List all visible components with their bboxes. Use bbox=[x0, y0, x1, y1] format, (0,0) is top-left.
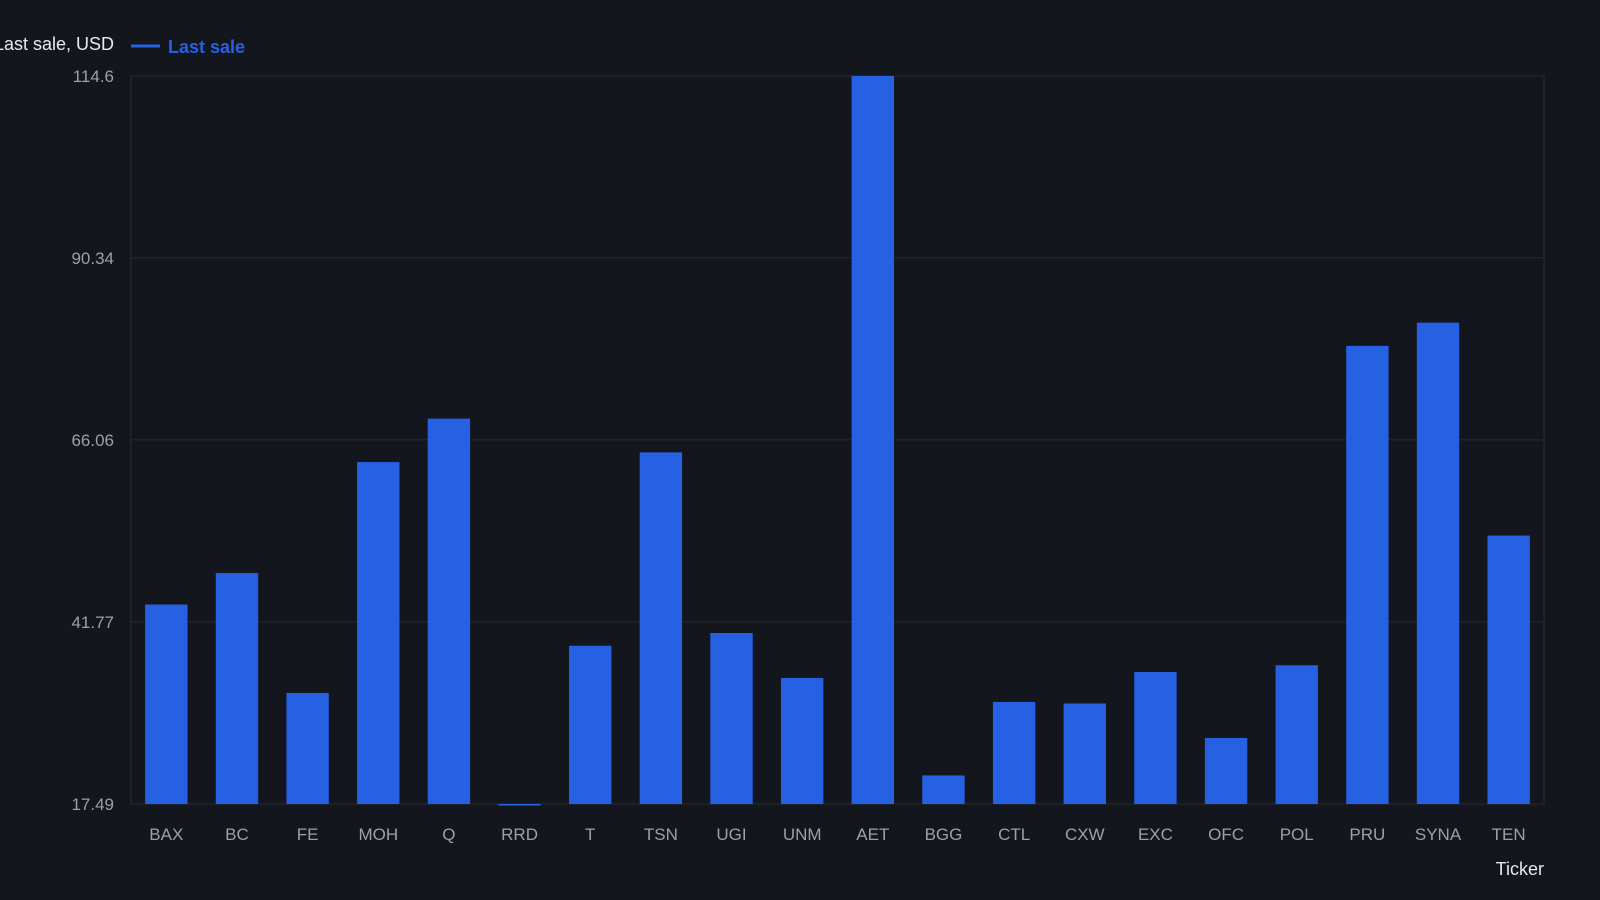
bar-ctl[interactable] bbox=[992, 701, 1036, 804]
bar-syna[interactable] bbox=[1416, 322, 1460, 804]
y-tick-label: 66.06 bbox=[71, 431, 114, 450]
legend-label: Last sale bbox=[168, 37, 245, 57]
bar-ten[interactable] bbox=[1487, 535, 1530, 804]
x-tick-label: T bbox=[585, 825, 595, 844]
x-tick-label: FE bbox=[297, 825, 319, 844]
bar-tsn[interactable] bbox=[639, 452, 683, 804]
x-tick-label: PRU bbox=[1349, 825, 1385, 844]
bar-cxw[interactable] bbox=[1063, 703, 1106, 804]
bar-bgg[interactable] bbox=[922, 775, 965, 804]
bar-bc[interactable] bbox=[215, 573, 259, 804]
x-tick-label: BGG bbox=[925, 825, 963, 844]
bar-q[interactable] bbox=[427, 418, 471, 804]
bar-rrd[interactable] bbox=[498, 804, 541, 806]
y-tick-label: 41.77 bbox=[71, 613, 114, 632]
x-tick-label: MOH bbox=[358, 825, 398, 844]
bar-bax[interactable] bbox=[145, 604, 188, 804]
bar-ugi[interactable] bbox=[710, 633, 753, 804]
x-tick-label: OFC bbox=[1208, 825, 1244, 844]
x-tick-label: EXC bbox=[1138, 825, 1173, 844]
x-tick-label: TSN bbox=[644, 825, 678, 844]
x-tick-label: AET bbox=[856, 825, 889, 844]
bar-unm[interactable] bbox=[780, 677, 824, 804]
bar-t[interactable] bbox=[569, 645, 612, 804]
bars-group bbox=[145, 76, 1530, 806]
bar-moh[interactable] bbox=[357, 462, 400, 804]
x-tick-label: SYNA bbox=[1415, 825, 1462, 844]
x-tick-label: RRD bbox=[501, 825, 538, 844]
y-tick-labels: 17.49 41.77 66.06 90.34 114.6 bbox=[71, 67, 114, 814]
bar-fe[interactable] bbox=[286, 692, 329, 804]
bar-aet[interactable] bbox=[851, 76, 895, 804]
bar-pol[interactable] bbox=[1275, 665, 1318, 804]
x-tick-label: BAX bbox=[149, 825, 183, 844]
x-tick-label: CTL bbox=[998, 825, 1030, 844]
grid-lines bbox=[131, 75, 1544, 805]
x-tick-label: Q bbox=[442, 825, 455, 844]
y-tick-label: 114.6 bbox=[73, 67, 114, 86]
bar-pru[interactable] bbox=[1346, 345, 1389, 804]
y-axis-label: Last sale, USD bbox=[0, 34, 114, 54]
x-tick-label: UNM bbox=[783, 825, 822, 844]
x-tick-label: POL bbox=[1280, 825, 1314, 844]
x-axis-label: Ticker bbox=[1496, 859, 1544, 879]
x-tick-labels: BAX BC FE MOH Q RRD T TSN UGI UNM AET BGG CTL CXW EXC O… bbox=[149, 825, 1525, 844]
x-tick-label: CXW bbox=[1065, 825, 1105, 844]
bar-ofc[interactable] bbox=[1204, 737, 1248, 804]
y-tick-label: 17.49 bbox=[71, 795, 114, 814]
x-tick-label: BC bbox=[225, 825, 249, 844]
bar-exc[interactable] bbox=[1134, 671, 1177, 804]
y-tick-label: 90.34 bbox=[71, 249, 114, 268]
plot-frame bbox=[130, 75, 1545, 805]
x-tick-label: TEN bbox=[1492, 825, 1526, 844]
x-tick-label: UGI bbox=[716, 825, 746, 844]
